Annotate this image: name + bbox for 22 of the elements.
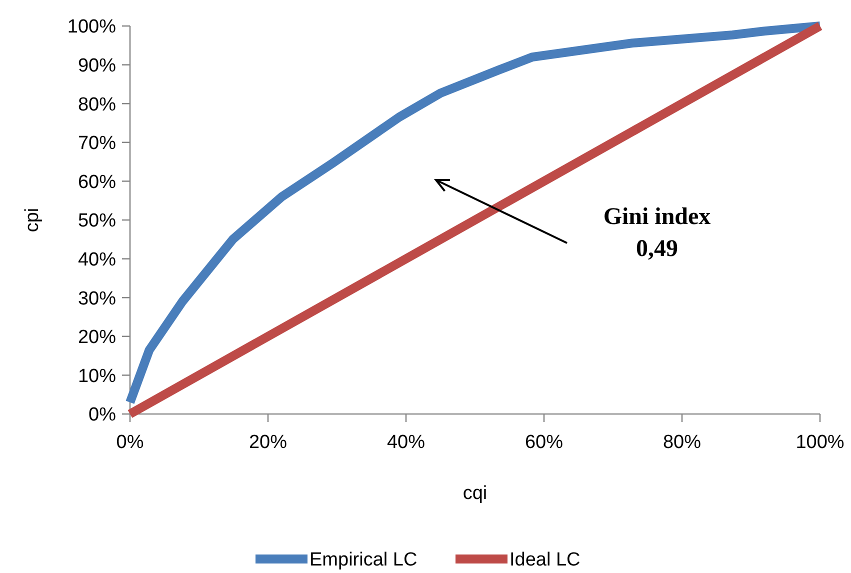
legend-label: Ideal LC	[510, 550, 580, 571]
annotation: Gini index 0,49	[603, 204, 711, 262]
y-tick-label: 80%	[78, 94, 116, 116]
x-tick-label: 100%	[796, 432, 844, 453]
y-tick-label: 60%	[78, 172, 116, 193]
y-tick-label: 70%	[78, 133, 116, 154]
y-tick-label: 0%	[88, 404, 116, 426]
x-tick-label: 40%	[386, 432, 426, 453]
y-tick-label: 10%	[78, 366, 116, 387]
x-axis-title: cqi	[462, 483, 488, 504]
x-tick-label: 80%	[662, 432, 702, 453]
y-tick-label: 90%	[78, 55, 116, 76]
legend-label: Empirical LC	[310, 550, 418, 571]
y-tick-label: 30%	[78, 288, 116, 310]
y-tick-label: 40%	[78, 249, 116, 270]
y-axis-title: cpi	[22, 208, 43, 232]
y-tick-label: 50%	[78, 210, 116, 232]
y-tick-label: 100%	[67, 16, 116, 38]
x-tick-label: 60%	[524, 432, 564, 453]
y-tick-label: 20%	[78, 327, 116, 348]
x-tick-label: 20%	[248, 432, 288, 453]
x-tick-label: 0%	[116, 432, 144, 453]
